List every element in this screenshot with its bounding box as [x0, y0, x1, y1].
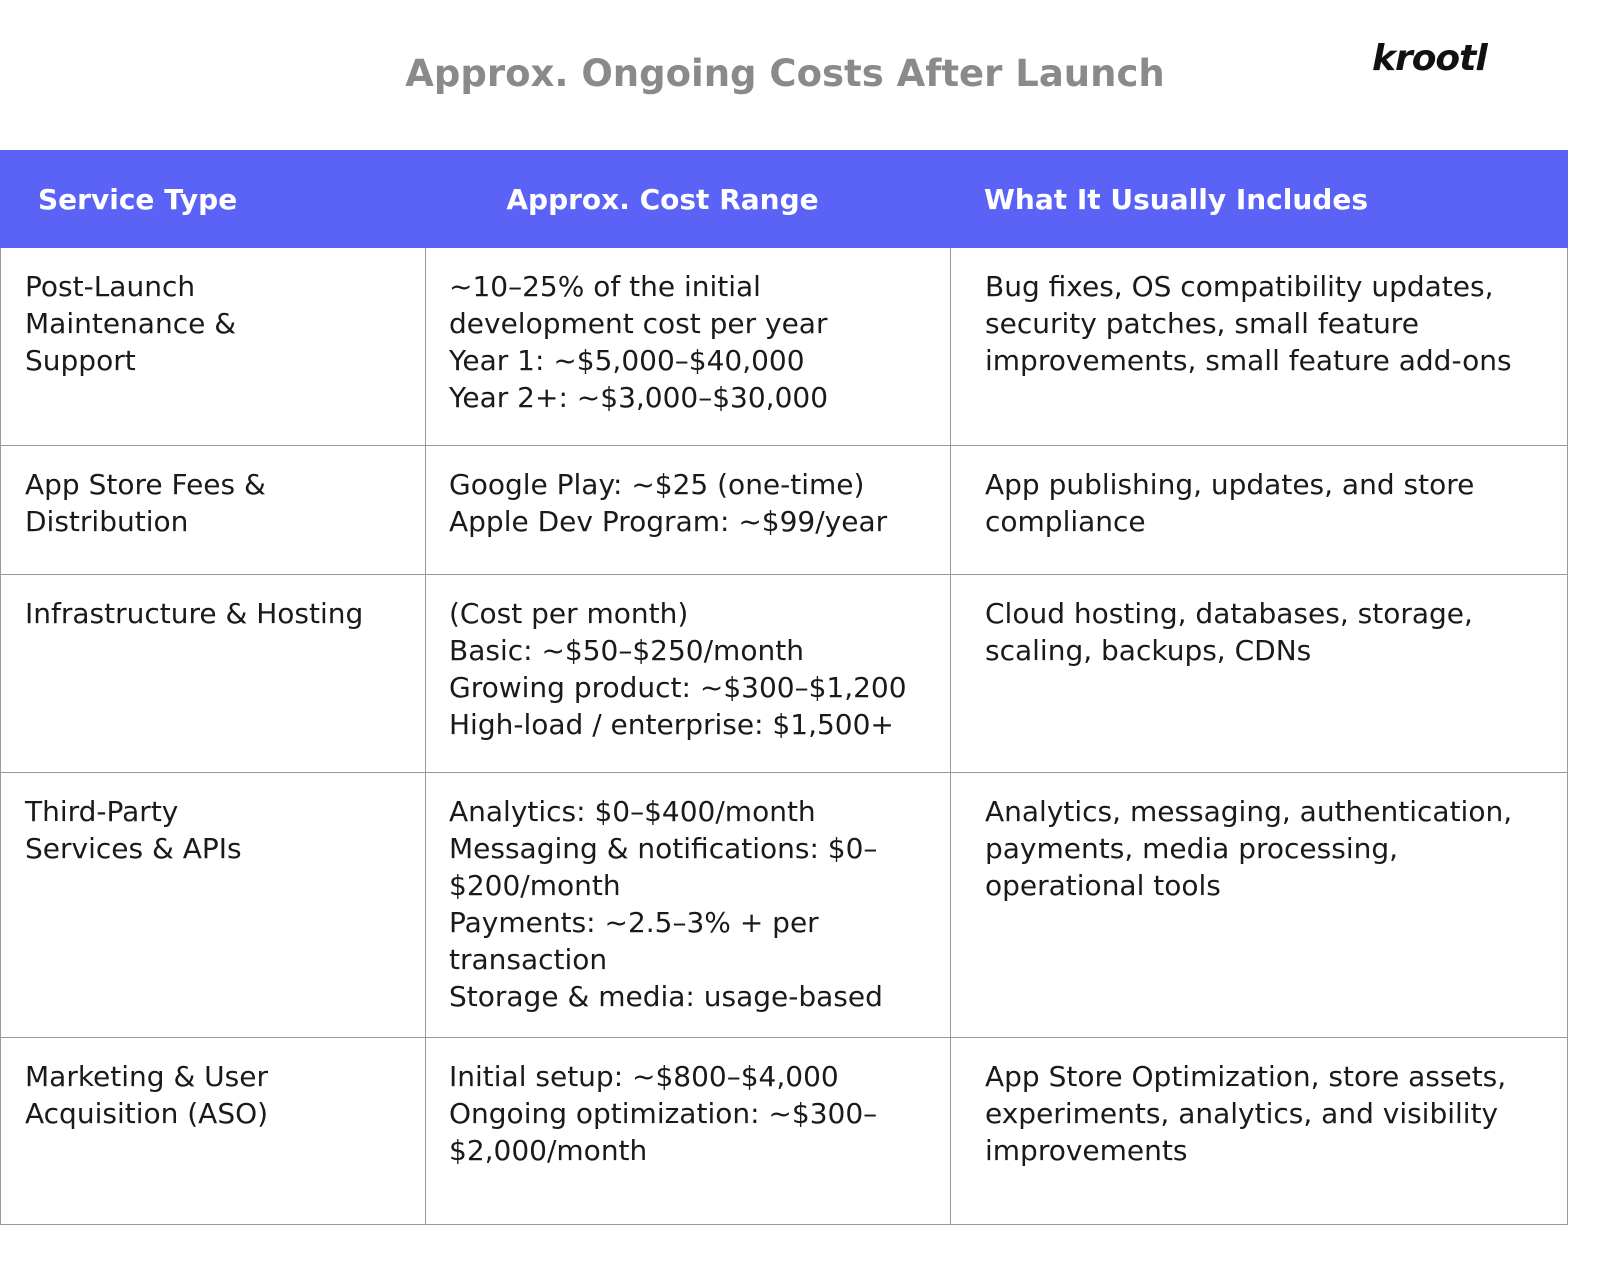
cell-text: Third-Party [25, 795, 179, 828]
header-row: Service Type Approx. Cost Range What It Us… [0, 150, 1568, 248]
table-cell: Google Play: ~$25 (one-time) Apple Dev Pr… [425, 446, 950, 574]
cell-text: Distribution [25, 505, 189, 538]
column-header: What It Usually Includes [984, 182, 1369, 216]
cell-text: Growing product: ~$300–$1,200 [449, 671, 907, 704]
cell-text: Basic: ~$50–$250/month [449, 634, 804, 667]
cell-text: transaction [449, 943, 608, 976]
cell-text: experiments, analytics, and visibility [985, 1097, 1499, 1130]
cost-table: Service Type Approx. Cost Range What It Us… [0, 150, 1568, 1225]
cell-text: App Store Optimization, store assets, [985, 1060, 1507, 1093]
cell-text: development cost per year [449, 307, 828, 340]
cell-text: Bug fixes, OS compatibility updates, [985, 270, 1494, 303]
column-header: Approx. Cost Range [506, 182, 819, 216]
table-cell: Post-Launch Maintenance & Support [0, 248, 425, 445]
cell-text: App publishing, updates, and store [985, 468, 1475, 501]
column-header: Service Type [38, 182, 238, 216]
cell-text: $200/month [449, 869, 621, 902]
table-cell: Analytics, messaging, authentication, pay… [950, 773, 1568, 1037]
logo: krootl [1372, 38, 1488, 79]
table-row: Marketing & User Acquisition (ASO) Initial… [0, 1038, 1568, 1225]
cell-text: payments, media processing, [985, 832, 1399, 865]
cell-text: scaling, backups, CDNs [985, 634, 1312, 667]
table-cell: Third-Party Services & APIs [0, 773, 425, 1037]
table-row: Third-Party Services & APIs Analytics: $0–… [0, 773, 1568, 1038]
table-cell: Analytics: $0–$400/month Messaging & noti… [425, 773, 950, 1037]
cell-text: Ongoing optimization: ~$300– [449, 1097, 878, 1130]
cell-text: App Store Fees & [25, 468, 266, 501]
cell-text: compliance [985, 505, 1146, 538]
table-cell: Cloud hosting, databases, storage, scalin… [950, 575, 1568, 772]
table-cell: Bug fixes, OS compatibility updates, secu… [950, 248, 1568, 445]
cell-text: ~10–25% of the initial [449, 270, 761, 303]
table-row: Post-Launch Maintenance & Support ~10–25% o… [0, 248, 1568, 446]
cell-text: operational tools [985, 869, 1221, 902]
table-cell: Infrastructure & Hosting [0, 575, 425, 772]
table-cell: App publishing, updates, and store compli… [950, 446, 1568, 574]
cell-text: Services & APIs [25, 832, 242, 865]
table-cell: App Store Fees & Distribution [0, 446, 425, 574]
cell-text: Infrastructure & Hosting [25, 597, 364, 630]
cell-text: Support [25, 344, 136, 377]
cell-text: Payments: ~2.5–3% + per [449, 906, 819, 939]
cell-text: Apple Dev Program: ~$99/year [449, 505, 888, 538]
cell-text: Google Play: ~$25 (one-time) [449, 468, 865, 501]
table-cell: Marketing & User Acquisition (ASO) [0, 1038, 425, 1224]
cell-text: Initial setup: ~$800–$4,000 [449, 1060, 839, 1093]
cell-text: Storage & media: usage-based [449, 980, 883, 1013]
cell-text: Analytics: $0–$400/month [449, 795, 816, 828]
cell-text: $2,000/month [449, 1134, 648, 1167]
cell-text: Year 2+: ~$3,000–$30,000 [449, 381, 829, 414]
cell-text: Analytics, messaging, authentication, [985, 795, 1513, 828]
cell-text: security patches, small feature [985, 307, 1419, 340]
table-cell: ~10–25% of the initial development cost p… [425, 248, 950, 445]
cell-text: improvements, small feature add-ons [985, 344, 1512, 377]
cell-text: Year 1: ~$5,000–$40,000 [449, 344, 805, 377]
cell-text: Acquisition (ASO) [25, 1097, 269, 1130]
page-title: Approx. Ongoing Costs After Launch [405, 52, 1165, 95]
table-cell: Initial setup: ~$800–$4,000 Ongoing optim… [425, 1038, 950, 1224]
cell-text: (Cost per month) [449, 597, 689, 630]
cell-text: Maintenance & [25, 307, 237, 340]
cell-text: improvements [985, 1134, 1188, 1167]
cell-text: Post-Launch [25, 270, 196, 303]
table-row: App Store Fees & Distribution Google Play:… [0, 446, 1568, 575]
cell-text: Messaging & notifications: $0– [449, 832, 878, 865]
table-row: Infrastructure & Hosting (Cost per month)… [0, 575, 1568, 773]
cell-text: Marketing & User [25, 1060, 269, 1093]
cell-text: High-load / enterprise: $1,500+ [449, 708, 894, 741]
table-cell: (Cost per month) Basic: ~$50–$250/month Gr… [425, 575, 950, 772]
table-cell: App Store Optimization, store assets, exp… [950, 1038, 1568, 1224]
cell-text: Cloud hosting, databases, storage, [985, 597, 1473, 630]
